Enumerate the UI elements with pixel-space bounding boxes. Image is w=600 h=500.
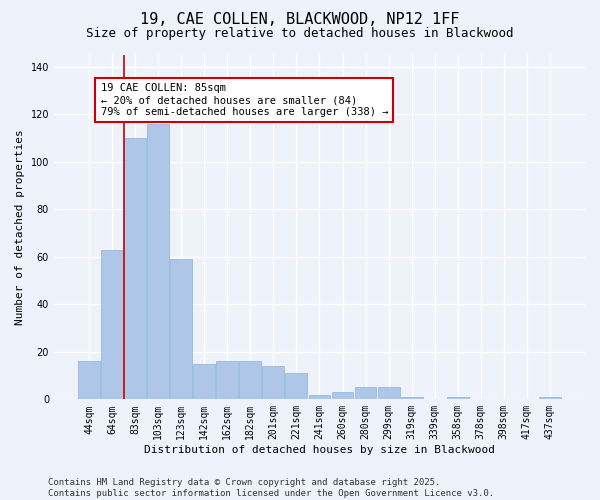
Bar	[124, 138, 146, 400]
Bar	[239, 362, 261, 400]
Bar	[78, 362, 100, 400]
Bar	[447, 397, 469, 400]
Bar	[539, 397, 561, 400]
Bar	[377, 388, 400, 400]
Text: 19 CAE COLLEN: 85sqm
← 20% of detached houses are smaller (84)
79% of semi-detac: 19 CAE COLLEN: 85sqm ← 20% of detached h…	[101, 84, 388, 116]
Bar	[170, 259, 192, 400]
Bar	[217, 362, 238, 400]
Bar	[193, 364, 215, 400]
Bar	[355, 388, 376, 400]
Bar	[401, 397, 422, 400]
Text: 19, CAE COLLEN, BLACKWOOD, NP12 1FF: 19, CAE COLLEN, BLACKWOOD, NP12 1FF	[140, 12, 460, 28]
Y-axis label: Number of detached properties: Number of detached properties	[15, 130, 25, 325]
Bar	[262, 366, 284, 400]
X-axis label: Distribution of detached houses by size in Blackwood: Distribution of detached houses by size …	[144, 445, 495, 455]
Bar	[147, 124, 169, 400]
Bar	[286, 373, 307, 400]
Text: Contains HM Land Registry data © Crown copyright and database right 2025.
Contai: Contains HM Land Registry data © Crown c…	[48, 478, 494, 498]
Bar	[308, 394, 331, 400]
Text: Size of property relative to detached houses in Blackwood: Size of property relative to detached ho…	[86, 28, 514, 40]
Bar	[101, 250, 123, 400]
Bar	[332, 392, 353, 400]
